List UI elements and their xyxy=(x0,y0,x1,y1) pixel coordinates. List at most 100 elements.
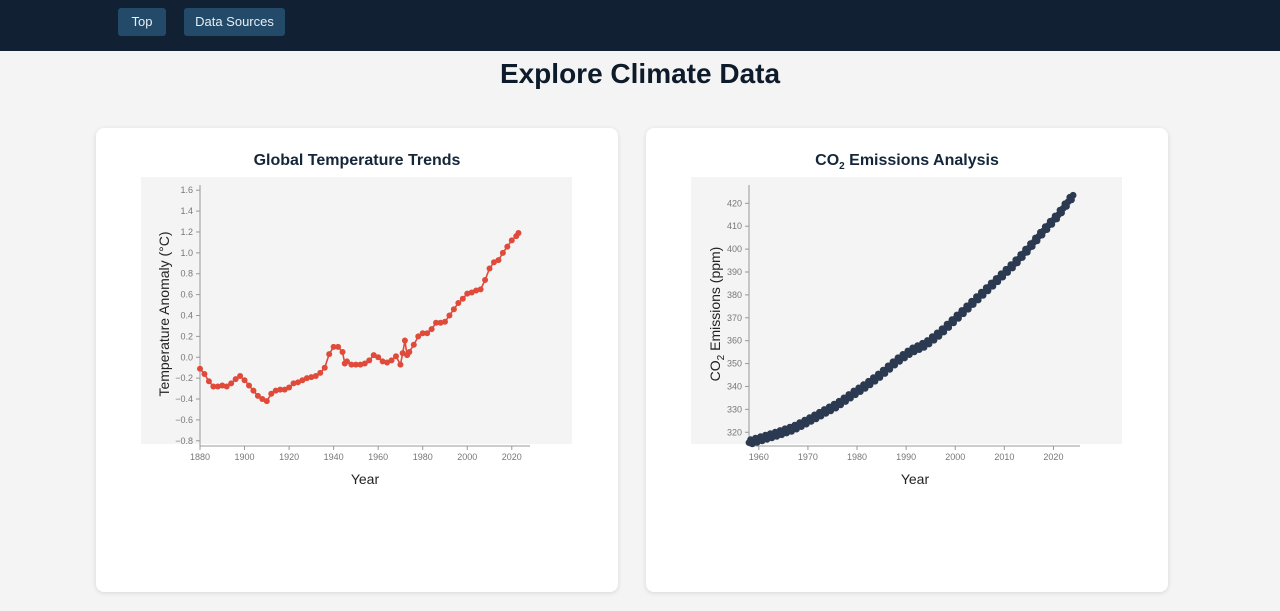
temperature-point xyxy=(428,326,435,333)
temperature-point xyxy=(210,383,217,390)
temperature-x-tick-label: 1920 xyxy=(279,452,299,462)
temperature-point xyxy=(343,358,350,365)
co2-x-tick-label: 1960 xyxy=(749,452,769,462)
co2-y-tick-label: 380 xyxy=(727,290,742,300)
co2-x-tick-label: 1970 xyxy=(798,452,818,462)
co2-x-tick-label: 1980 xyxy=(847,452,867,462)
temperature-point xyxy=(201,370,208,377)
temperature-point xyxy=(504,243,511,250)
temperature-point xyxy=(250,387,257,394)
temperature-point xyxy=(399,350,406,357)
temperature-point xyxy=(281,386,288,393)
temperature-point xyxy=(294,379,301,386)
co2-title-prefix: CO xyxy=(815,152,840,169)
co2-y-tick-label: 360 xyxy=(727,336,742,346)
temperature-point xyxy=(254,392,261,399)
co2-y-tick-label: 410 xyxy=(727,221,742,231)
data-sources-button[interactable]: Data Sources xyxy=(184,8,285,36)
temperature-point xyxy=(263,398,270,405)
temperature-point xyxy=(508,237,515,244)
temperature-chart-title: Global Temperature Trends xyxy=(253,152,461,169)
co2-title-suffix: Emissions Analysis xyxy=(844,152,999,169)
temperature-point xyxy=(259,396,266,403)
co2-y-tick-label: 340 xyxy=(727,381,742,391)
temperature-y-tick-label: 1.2 xyxy=(180,227,193,237)
temperature-point xyxy=(477,286,484,293)
temperature-point xyxy=(424,330,431,337)
top-button[interactable]: Top xyxy=(118,8,166,36)
temperature-point xyxy=(299,377,306,384)
temperature-point xyxy=(277,386,284,393)
temperature-point xyxy=(419,330,426,337)
temperature-point xyxy=(459,295,466,302)
co2-y-tick-label: 420 xyxy=(727,198,742,208)
co2-y-tick-label: 400 xyxy=(727,244,742,254)
temperature-point xyxy=(406,349,413,356)
co2-chart-title: CO2 Emissions Analysis xyxy=(646,152,1168,172)
temperature-point xyxy=(197,365,203,372)
temperature-point xyxy=(317,369,324,376)
temperature-point xyxy=(339,349,346,356)
temperature-x-tick-label: 1980 xyxy=(413,452,433,462)
temperature-point xyxy=(370,352,377,359)
temperature-point xyxy=(286,384,293,391)
temperature-point xyxy=(384,359,391,366)
temperature-y-tick-label: 0.0 xyxy=(180,352,193,362)
temperature-point xyxy=(486,265,493,272)
temperature-point xyxy=(366,357,373,364)
temperature-point xyxy=(495,257,502,264)
co2-chart: 320 330 340 350 360 370 380 390 400 410 420 1960 197… xyxy=(691,177,1122,487)
temperature-point xyxy=(392,353,399,360)
temperature-point xyxy=(468,289,475,296)
co2-x-tick-label: 1990 xyxy=(896,452,916,462)
temperature-point xyxy=(388,357,395,364)
temperature-point xyxy=(232,376,239,383)
co2-y-tick-label: 320 xyxy=(727,427,742,437)
temperature-y-tick-label: −0.6 xyxy=(175,415,193,425)
co2-title-subscript: 2 xyxy=(839,161,845,173)
temperature-point xyxy=(241,377,248,384)
temperature-x-tick-label: 1960 xyxy=(368,452,388,462)
temperature-point xyxy=(312,373,319,380)
temperature-chart-card: Global Temperature Trends −0.8 −0.6 −0.4 −0… xyxy=(96,128,618,592)
co2-y-axis-label: CO2 Emissions (ppm) xyxy=(707,247,727,382)
temperature-point xyxy=(397,361,404,368)
top-nav-bar: Top Data Sources xyxy=(0,0,1280,51)
temperature-y-axis-label: Temperature Anomaly (°C) xyxy=(156,231,172,396)
temperature-point xyxy=(268,390,275,397)
temperature-point xyxy=(326,351,333,358)
temperature-point xyxy=(245,382,252,389)
temperature-y-tick-label: −0.4 xyxy=(175,394,193,404)
co2-y-tick-label: 390 xyxy=(727,267,742,277)
temperature-point xyxy=(228,380,235,387)
temperature-x-tick-label: 1880 xyxy=(190,452,210,462)
temperature-point xyxy=(455,299,462,306)
temperature-point xyxy=(205,378,212,385)
co2-chart-card: CO2 Emissions Analysis 320 330 340 350 360 37… xyxy=(646,128,1168,592)
co2-x-axis-label: Year xyxy=(901,471,930,487)
temperature-point xyxy=(330,343,337,350)
temperature-point xyxy=(348,361,355,368)
co2-y-tick-label: 330 xyxy=(727,404,742,414)
temperature-point xyxy=(446,312,453,319)
temperature-y-tick-label: 1.6 xyxy=(180,185,193,195)
temperature-y-tick-label: 1.4 xyxy=(180,206,193,216)
temperature-y-tick-label: −0.2 xyxy=(175,373,193,383)
co2-x-tick-label: 2010 xyxy=(994,452,1014,462)
co2-point xyxy=(1069,191,1077,199)
temperature-point xyxy=(352,361,359,368)
temperature-point xyxy=(433,319,440,326)
temperature-point xyxy=(441,318,448,325)
temperature-point xyxy=(482,277,489,284)
temperature-y-tick-label: 0.6 xyxy=(180,290,193,300)
temperature-point xyxy=(335,343,342,350)
co2-y-tick-label: 370 xyxy=(727,313,742,323)
temperature-point xyxy=(415,333,422,340)
temperature-point xyxy=(499,249,506,256)
temperature-y-tick-label: 0.2 xyxy=(180,331,193,341)
temperature-point xyxy=(410,341,417,348)
temperature-y-tick-label: −0.8 xyxy=(175,436,193,446)
temperature-point xyxy=(321,364,328,371)
co2-y-tick-label: 350 xyxy=(727,359,742,369)
co2-x-tick-label: 2000 xyxy=(945,452,965,462)
